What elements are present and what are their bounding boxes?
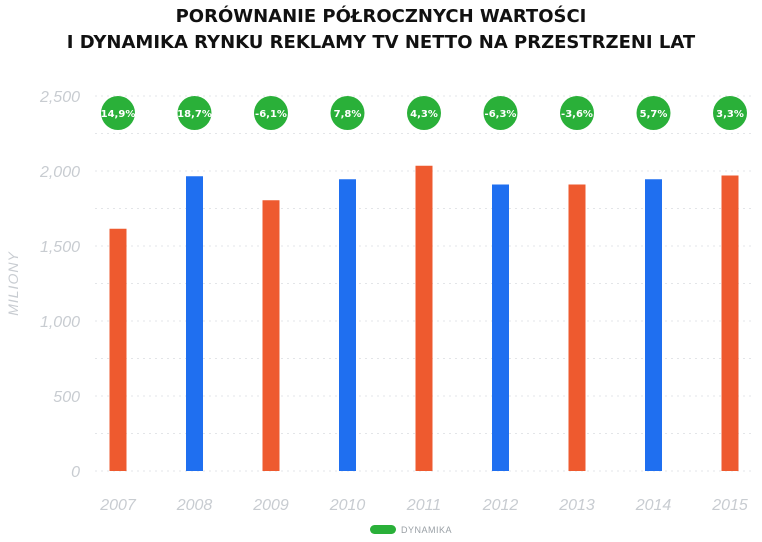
dynamics-badge-2009[interactable]: -6,1% xyxy=(254,96,288,130)
dynamics-badges: 14,9% 18,7% -6,1% 7,8% 4,3% -6,3% -3,6% 5,7% 3,3… xyxy=(101,96,747,130)
x-tick-label: 2015 xyxy=(711,497,748,514)
dynamics-badge-2007[interactable]: 14,9% xyxy=(101,96,136,130)
y-tick-label: 2,500 xyxy=(39,89,80,106)
y-tick-label: 2,000 xyxy=(39,164,80,181)
bar-2008[interactable] xyxy=(186,176,203,471)
dynamics-badge-circle xyxy=(101,96,135,130)
dynamics-badge-label: 3,3% xyxy=(716,109,744,120)
legend[interactable]: DYNAMIKA xyxy=(370,525,452,535)
bar-2007[interactable] xyxy=(109,228,127,471)
y-tick-label: 1,500 xyxy=(40,239,80,256)
chart-title: PORÓWNANIE PÓŁROCZNYCH WARTOŚCI I DYNAMI… xyxy=(0,4,762,56)
dynamics-badge-label: 14,9% xyxy=(101,109,136,120)
y-tick-label: 1,000 xyxy=(40,314,80,331)
dynamics-badge-2008[interactable]: 18,7% xyxy=(177,96,212,130)
bar-2015[interactable] xyxy=(721,175,739,472)
bar-2013[interactable] xyxy=(568,184,586,472)
dynamics-badge-circle xyxy=(407,96,441,130)
dynamics-badge-2015[interactable]: 3,3% xyxy=(713,96,747,130)
legend-swatch-dynamika xyxy=(370,525,396,534)
dynamics-badge-circle xyxy=(177,96,212,130)
gridlines xyxy=(95,95,752,472)
y-axis-label: MILIONY xyxy=(5,251,21,316)
x-tick-label: 2013 xyxy=(558,497,595,514)
dynamics-badge-label: -6,3% xyxy=(485,109,517,120)
dynamics-badge-circle xyxy=(713,96,747,130)
dynamics-badge-label: 5,7% xyxy=(640,109,668,120)
dynamics-badge-circle xyxy=(254,96,288,130)
dynamics-badge-circle xyxy=(483,96,518,130)
bar-2012[interactable] xyxy=(492,184,509,472)
dynamics-badge-label: 7,8% xyxy=(334,109,362,120)
dynamics-badge-circle xyxy=(560,96,594,130)
x-tick-label: 2010 xyxy=(329,497,366,514)
dynamics-badge-label: -6,1% xyxy=(255,109,287,120)
x-tick-label: 2008 xyxy=(176,497,213,514)
dynamics-badge-2014[interactable]: 5,7% xyxy=(636,96,671,130)
bar-2011[interactable] xyxy=(415,165,433,471)
bars xyxy=(109,165,739,472)
dynamics-badge-circle xyxy=(636,96,671,130)
chart-title-line-1: PORÓWNANIE PÓŁROCZNYCH WARTOŚCI xyxy=(175,6,587,27)
dynamics-badge-circle xyxy=(330,96,365,130)
y-axis-ticks: 0 500 1,000 1,500 2,000 2,500 xyxy=(39,89,80,481)
dynamics-badge-label: 4,3% xyxy=(410,109,438,120)
y-tick-label: 500 xyxy=(53,389,80,406)
bar-2010[interactable] xyxy=(339,179,356,471)
dynamics-badge-label: -3,6% xyxy=(561,109,593,120)
x-tick-label: 2009 xyxy=(252,497,289,514)
legend-label-dynamika: DYNAMIKA xyxy=(401,525,452,535)
x-tick-label: 2012 xyxy=(482,497,519,514)
x-tick-label: 2011 xyxy=(406,497,441,514)
dynamics-badge-2013[interactable]: -3,6% xyxy=(560,96,594,130)
dynamics-badge-2012[interactable]: -6,3% xyxy=(483,96,518,130)
dynamics-badge-2011[interactable]: 4,3% xyxy=(407,96,441,130)
dynamics-badge-2010[interactable]: 7,8% xyxy=(330,96,365,130)
dynamics-badge-label: 18,7% xyxy=(177,109,212,120)
chart-title-line-2: I DYNAMIKA RYNKU REKLAMY TV NETTO NA PRZ… xyxy=(66,32,696,53)
x-axis-ticks: 2007 2008 2009 2010 2011 2012 2013 2014 2015 xyxy=(99,497,748,514)
y-tick-label: 0 xyxy=(71,464,80,481)
bar-2009[interactable] xyxy=(262,200,280,471)
x-tick-label: 2007 xyxy=(99,497,137,514)
x-tick-label: 2014 xyxy=(635,497,672,514)
bar-2014[interactable] xyxy=(645,179,662,471)
